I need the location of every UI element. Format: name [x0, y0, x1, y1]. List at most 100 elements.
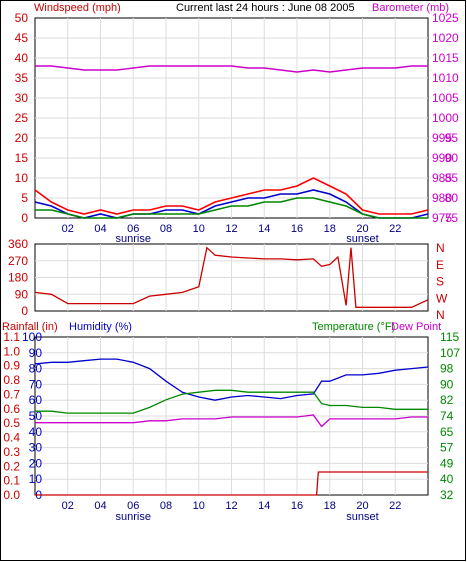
direction-tick-label: 360 [8, 237, 28, 251]
x-tick-label: 02 [62, 223, 74, 235]
humidity-tick-label: 80 [29, 362, 43, 376]
temperature-tick-label: 57 [440, 441, 454, 455]
humidity-tick-label: 40 [29, 425, 43, 439]
humidity-temperature-panel: 0.00.10.20.30.40.50.60.70.80.91.01.10102… [3, 330, 460, 523]
temperature-tick-label: 90 [440, 377, 454, 391]
sunrise-label: sunrise [116, 233, 151, 245]
x-tick-label: 16 [291, 500, 303, 512]
x-tick-label: 18 [324, 500, 336, 512]
humidity-tick-label: 60 [29, 393, 43, 407]
x-tick-label: 18 [324, 223, 336, 235]
barometer-tick-label-secondary: 90 [445, 151, 459, 165]
barometer-tick-label: 985 [432, 171, 452, 185]
humidity-tick-label: 30 [29, 441, 43, 455]
humidity-tick-label: 10 [29, 472, 43, 486]
x-tick-label: 08 [160, 223, 172, 235]
windspeed-axis-label: Windspeed (mph) [34, 2, 121, 14]
barometer-tick-label-secondary: 80 [445, 191, 459, 205]
compass-tick-label: E [436, 258, 444, 272]
temperature-tick-label: 65 [440, 425, 454, 439]
x-tick-label: 12 [225, 223, 237, 235]
x-tick-label: 14 [258, 500, 270, 512]
barometer-tick-label: 1025 [432, 11, 459, 25]
temperature-tick-label: 98 [440, 362, 454, 376]
x-tick-label: 08 [160, 500, 172, 512]
compass-tick-label: W [436, 291, 448, 305]
x-tick-label: 12 [225, 500, 237, 512]
rainfall-tick-label: 0.9 [3, 359, 20, 373]
windspeed-tick-label: 25 [15, 111, 29, 125]
x-tick-label: 22 [389, 500, 401, 512]
rainfall-tick-label: 0.7 [3, 387, 20, 401]
series-line [35, 414, 428, 428]
temperature-tick-label: 115 [440, 330, 459, 344]
sunset-label: sunset [346, 233, 378, 245]
windspeed-tick-label: 20 [15, 131, 29, 145]
compass-tick-label: N [436, 308, 445, 322]
barometer-tick-label-secondary: 95 [445, 131, 459, 145]
windspeed-tick-label: 35 [15, 71, 29, 85]
barometer-tick-label: 1005 [432, 91, 459, 105]
humidity-tick-label: 100 [22, 330, 42, 344]
barometer-tick-label: 1020 [432, 31, 459, 45]
rainfall-tick-label: 0.5 [3, 416, 20, 430]
x-tick-label: 04 [94, 500, 106, 512]
rainfall-tick-label: 1.1 [3, 330, 20, 344]
series-line [34, 177, 429, 215]
x-tick-label: 20 [356, 223, 368, 235]
x-tick-label: 06 [127, 223, 139, 235]
barometer-tick-label: 980 [432, 191, 452, 205]
humidity-axis-label: Humidity (%) [69, 321, 132, 333]
direction-tick-label: 0 [21, 304, 28, 318]
rainfall-tick-label: 0.6 [3, 402, 20, 416]
rainfall-tick-label: 0.0 [3, 488, 20, 502]
sunset-label: sunset [346, 511, 378, 523]
x-tick-label: 10 [193, 223, 205, 235]
windspeed-tick-label: 0 [21, 211, 28, 225]
x-tick-label: 06 [127, 500, 139, 512]
series-line [34, 358, 429, 401]
x-tick-label: 14 [258, 223, 270, 235]
windspeed-tick-label: 15 [15, 151, 29, 165]
rainfall-tick-label: 1.0 [3, 344, 20, 358]
x-tick-label: 02 [62, 500, 74, 512]
direction-tick-label: 180 [8, 271, 28, 285]
compass-tick-label: N [436, 241, 445, 255]
temperature-tick-label: 74 [440, 409, 454, 423]
humidity-tick-label: 50 [29, 409, 43, 423]
x-tick-label: 16 [291, 223, 303, 235]
chart-title: Current last 24 hours : June 08 2005 [176, 2, 355, 14]
dewpoint-axis-label: Dew Point [391, 321, 441, 333]
barometer-tick-label: 990 [432, 151, 452, 165]
barometer-axis-label: Barometer (mb) [372, 2, 449, 14]
temperature-tick-label: 40 [440, 472, 454, 486]
barometer-tick-label: 995 [432, 131, 452, 145]
temperature-tick-label: 32 [440, 488, 454, 502]
temperature-tick-label: 107 [440, 346, 460, 360]
compass-tick-label: S [436, 275, 444, 289]
sunrise-label: sunrise [116, 511, 151, 523]
windspeed-tick-label: 10 [15, 171, 29, 185]
x-tick-label: 04 [94, 223, 106, 235]
rainfall-tick-label: 0.1 [3, 474, 20, 488]
windspeed-tick-label: 30 [15, 91, 29, 105]
humidity-tick-label: 70 [29, 377, 43, 391]
barometer-tick-label: 1015 [432, 51, 459, 65]
series-line [34, 246, 429, 308]
windspeed-tick-label: 40 [15, 51, 29, 65]
barometer-tick-label: 975 [432, 211, 452, 225]
series-line [35, 389, 428, 414]
series-line [35, 65, 428, 73]
direction-tick-label: 90 [15, 287, 29, 301]
series-line [35, 471, 428, 496]
windspeed-tick-label: 45 [15, 31, 29, 45]
x-tick-label: 10 [193, 500, 205, 512]
barometer-tick-label: 1010 [432, 71, 459, 85]
temperature-tick-label: 82 [440, 393, 454, 407]
rainfall-axis-label: Rainfall (in) [2, 321, 58, 333]
direction-tick-label: 270 [8, 254, 28, 268]
barometer-tick-label-secondary: 75 [445, 211, 459, 225]
